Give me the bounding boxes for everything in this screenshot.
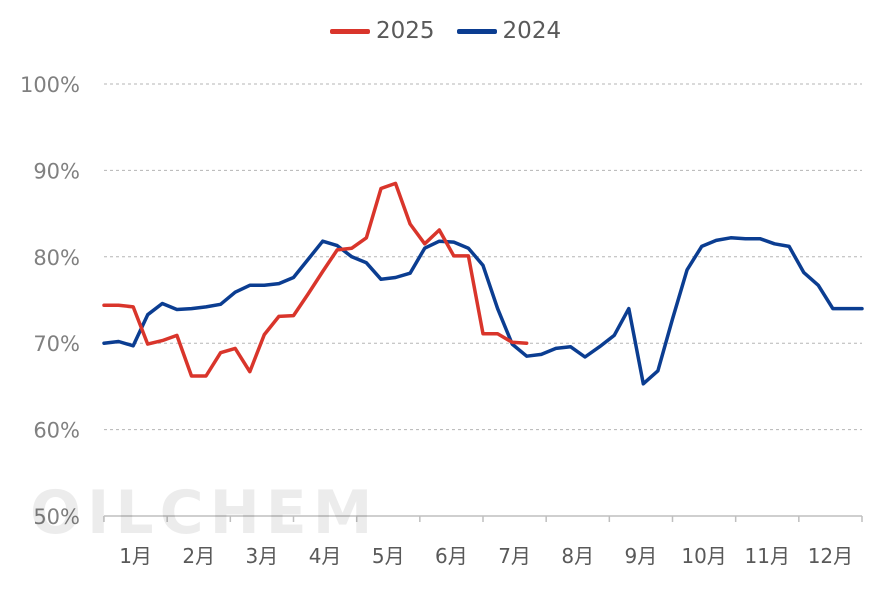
x-tick-label: 12月	[808, 544, 853, 568]
y-tick-label: 80%	[33, 246, 80, 270]
x-tick-label: 2月	[182, 544, 215, 568]
x-tick-label: 3月	[246, 544, 279, 568]
y-tick-label: 100%	[20, 73, 80, 97]
legend: 2025 2024	[330, 18, 561, 44]
y-tick-label: 90%	[33, 159, 80, 183]
gridlines	[104, 83, 862, 431]
y-axis-ticks: 100% 90% 80% 70% 60% 50%	[20, 73, 80, 529]
legend-swatch-2024	[456, 28, 497, 34]
y-tick-label: 50%	[33, 505, 80, 529]
x-tick-label: 8月	[561, 544, 594, 568]
x-tick-label: 7月	[498, 544, 531, 568]
y-tick-label: 60%	[33, 419, 80, 443]
x-tick-label: 1月	[119, 544, 152, 568]
series-line-2025	[102, 181, 529, 378]
x-tick-label: 9月	[625, 544, 658, 568]
x-tick-label: 4月	[309, 544, 342, 568]
watermark-logo: OILCHEM	[30, 478, 379, 548]
legend-item-2025[interactable]: 2025	[330, 18, 435, 44]
x-tick-label: 6月	[435, 544, 468, 568]
legend-label-2024: 2024	[502, 18, 562, 44]
x-axis-ticks: 1月 2月 3月 4月 5月 6月 7月 8月 9月 10月 11月 12月	[103, 516, 863, 568]
x-tick-label: 10月	[681, 544, 726, 568]
series-line-2024	[102, 236, 864, 386]
legend-label-2025: 2025	[376, 18, 435, 44]
series-lines	[102, 181, 864, 386]
legend-swatch-2025	[330, 28, 370, 34]
y-tick-label: 70%	[33, 332, 80, 356]
legend-item-2024[interactable]: 2024	[456, 18, 562, 44]
x-tick-label: 11月	[745, 544, 790, 568]
x-tick-label: 5月	[372, 544, 405, 568]
